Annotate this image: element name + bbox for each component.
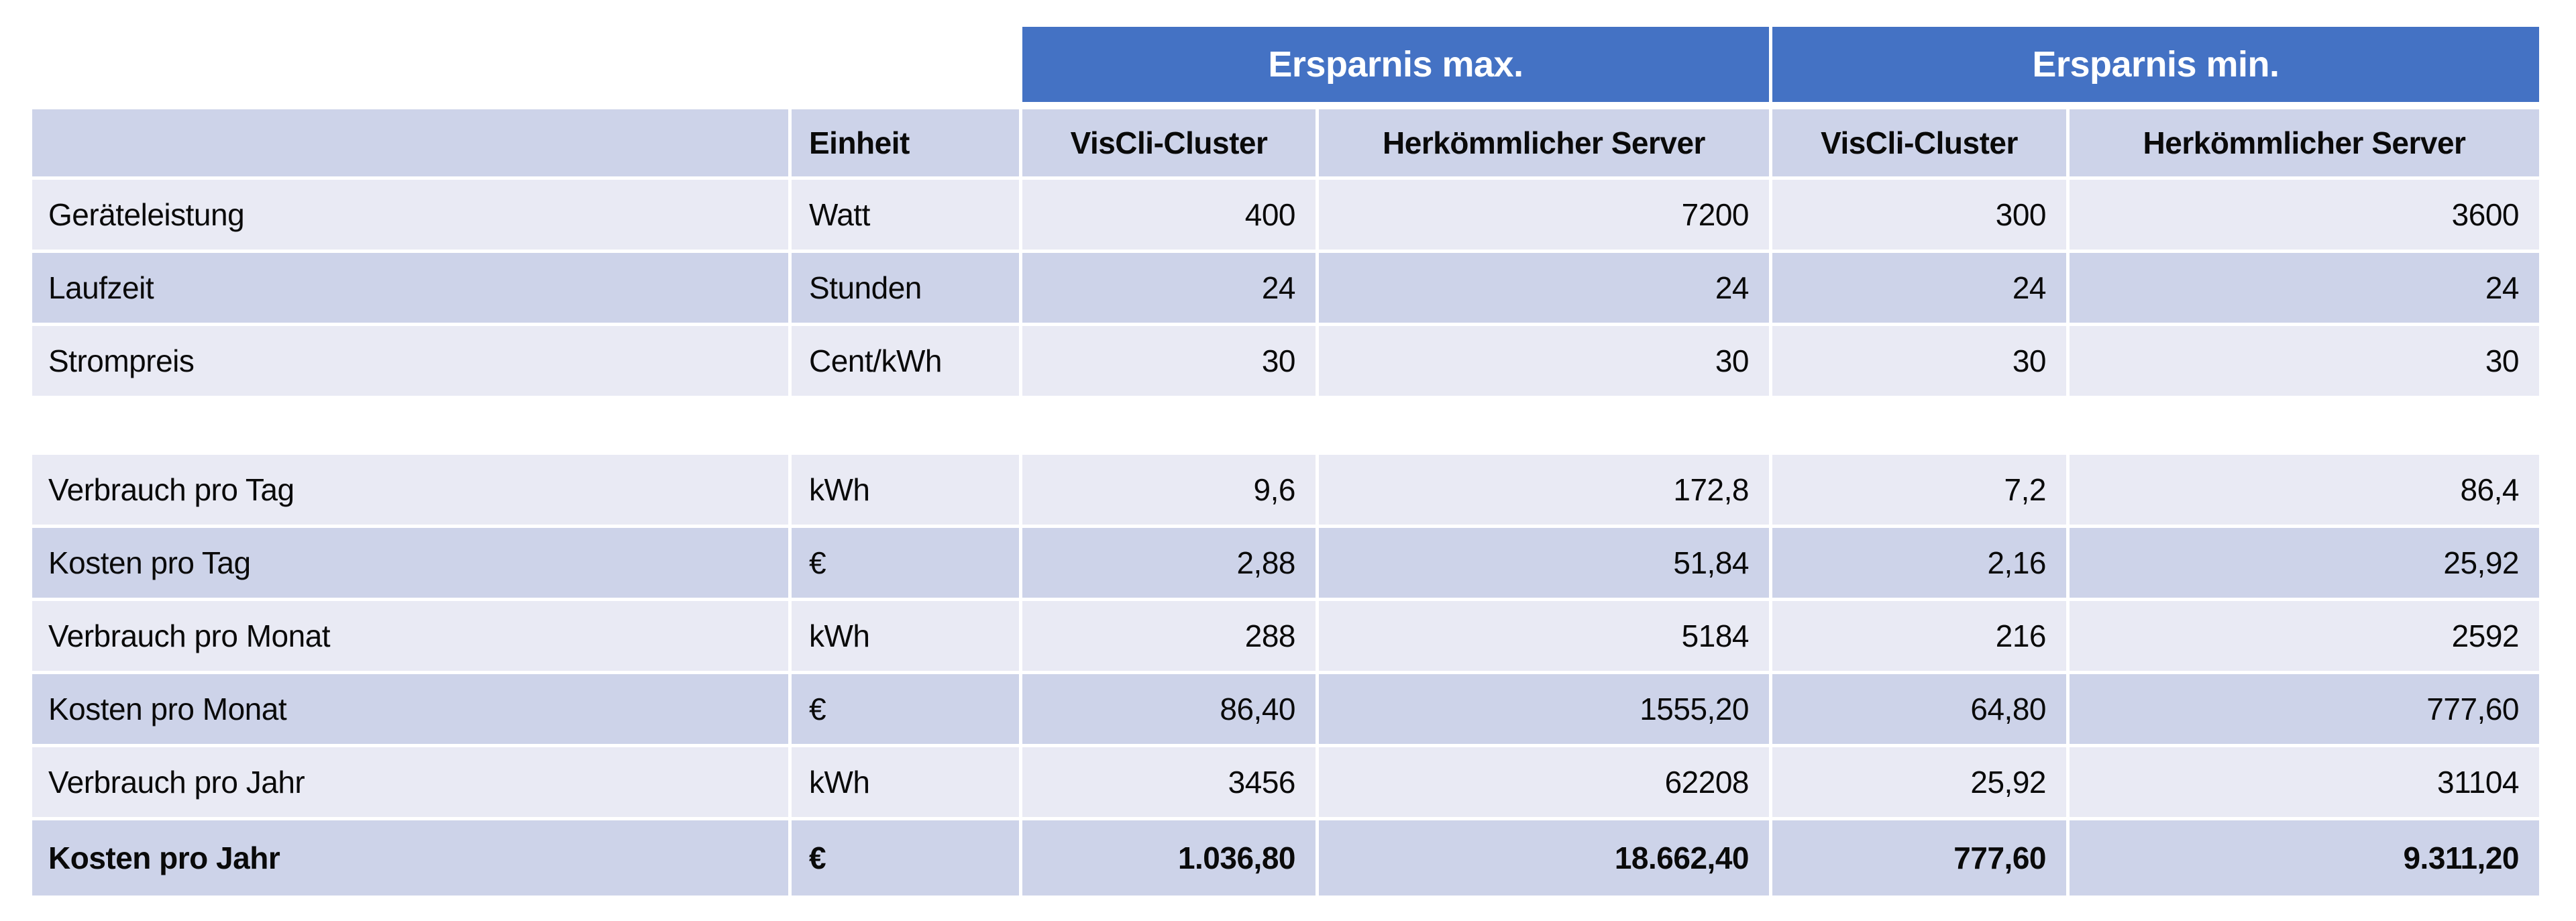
banner-row: Ersparnis max. Ersparnis min. <box>32 27 2539 102</box>
value-cell: 300 <box>1772 180 2066 250</box>
value-cell: 86,40 <box>1022 674 1316 744</box>
unit-cell: Stunden <box>792 253 1019 323</box>
column-header-viscli-cluster-max: VisCli-Cluster <box>1022 109 1316 176</box>
value-cell: 25,92 <box>1772 747 2066 817</box>
row-label-header-empty <box>32 109 788 176</box>
data-row-strompreis: Strompreis Cent/kWh 30 30 30 30 <box>32 326 2539 396</box>
value-cell: 18.662,40 <box>1319 820 1769 896</box>
empty-spacer-row <box>32 399 2539 451</box>
data-row-geraeteleistung: Geräteleistung Watt 400 7200 300 3600 <box>32 180 2539 250</box>
row-label: Verbrauch pro Jahr <box>32 747 788 817</box>
value-cell: 30 <box>1772 326 2066 396</box>
value-cell: 9.311,20 <box>2070 820 2539 896</box>
value-cell: 64,80 <box>1772 674 2066 744</box>
value-cell: 7200 <box>1319 180 1769 250</box>
value-cell: 3600 <box>2070 180 2539 250</box>
value-cell: 777,60 <box>2070 674 2539 744</box>
value-cell: 9,6 <box>1022 455 1316 525</box>
row-label: Kosten pro Jahr <box>32 820 788 896</box>
column-header-herkoemmlicher-server-max: Herkömmlicher Server <box>1319 109 1769 176</box>
group-header-ersparnis-min: Ersparnis min. <box>1772 27 2539 102</box>
value-cell: 62208 <box>1319 747 1769 817</box>
unit-cell: kWh <box>792 601 1019 671</box>
row-label: Strompreis <box>32 326 788 396</box>
unit-cell: Watt <box>792 180 1019 250</box>
row-label: Kosten pro Monat <box>32 674 788 744</box>
unit-cell: Cent/kWh <box>792 326 1019 396</box>
row-label: Kosten pro Tag <box>32 528 788 598</box>
banner-spacer <box>32 27 1019 102</box>
value-cell: 2592 <box>2070 601 2539 671</box>
data-row-verbrauch-pro-jahr: Verbrauch pro Jahr kWh 3456 62208 25,92 … <box>32 747 2539 817</box>
data-row-laufzeit: Laufzeit Stunden 24 24 24 24 <box>32 253 2539 323</box>
row-label: Verbrauch pro Tag <box>32 455 788 525</box>
value-cell: 1555,20 <box>1319 674 1769 744</box>
value-cell: 400 <box>1022 180 1316 250</box>
value-cell: 777,60 <box>1772 820 2066 896</box>
row-label: Laufzeit <box>32 253 788 323</box>
data-row-kosten-pro-tag: Kosten pro Tag € 2,88 51,84 2,16 25,92 <box>32 528 2539 598</box>
value-cell: 25,92 <box>2070 528 2539 598</box>
value-cell: 30 <box>1022 326 1316 396</box>
data-row-verbrauch-pro-monat: Verbrauch pro Monat kWh 288 5184 216 259… <box>32 601 2539 671</box>
unit-cell: € <box>792 528 1019 598</box>
value-cell: 1.036,80 <box>1022 820 1316 896</box>
column-header-viscli-cluster-min: VisCli-Cluster <box>1772 109 2066 176</box>
value-cell: 24 <box>1319 253 1769 323</box>
unit-cell: € <box>792 820 1019 896</box>
value-cell: 2,88 <box>1022 528 1316 598</box>
value-cell: 86,4 <box>2070 455 2539 525</box>
value-cell: 288 <box>1022 601 1316 671</box>
value-cell: 31104 <box>2070 747 2539 817</box>
value-cell: 24 <box>2070 253 2539 323</box>
column-header-einheit: Einheit <box>792 109 1019 176</box>
value-cell: 24 <box>1022 253 1316 323</box>
value-cell: 51,84 <box>1319 528 1769 598</box>
unit-cell: kWh <box>792 747 1019 817</box>
value-cell: 216 <box>1772 601 2066 671</box>
row-label: Geräteleistung <box>32 180 788 250</box>
value-cell: 24 <box>1772 253 2066 323</box>
unit-cell: € <box>792 674 1019 744</box>
unit-cell: kWh <box>792 455 1019 525</box>
value-cell: 172,8 <box>1319 455 1769 525</box>
value-cell: 30 <box>1319 326 1769 396</box>
value-cell: 2,16 <box>1772 528 2066 598</box>
data-row-kosten-pro-monat: Kosten pro Monat € 86,40 1555,20 64,80 7… <box>32 674 2539 744</box>
value-cell: 5184 <box>1319 601 1769 671</box>
row-label: Verbrauch pro Monat <box>32 601 788 671</box>
column-header-herkoemmlicher-server-min: Herkömmlicher Server <box>2070 109 2539 176</box>
value-cell: 30 <box>2070 326 2539 396</box>
energy-cost-table: Ersparnis max. Ersparnis min. Einheit Vi… <box>32 27 2539 896</box>
value-cell: 3456 <box>1022 747 1316 817</box>
value-cell: 7,2 <box>1772 455 2066 525</box>
group-header-ersparnis-max: Ersparnis max. <box>1022 27 1769 102</box>
data-row-kosten-pro-jahr: Kosten pro Jahr € 1.036,80 18.662,40 777… <box>32 820 2539 896</box>
column-header-row: Einheit VisCli-Cluster Herkömmlicher Ser… <box>32 109 2539 176</box>
data-row-verbrauch-pro-tag: Verbrauch pro Tag kWh 9,6 172,8 7,2 86,4 <box>32 455 2539 525</box>
